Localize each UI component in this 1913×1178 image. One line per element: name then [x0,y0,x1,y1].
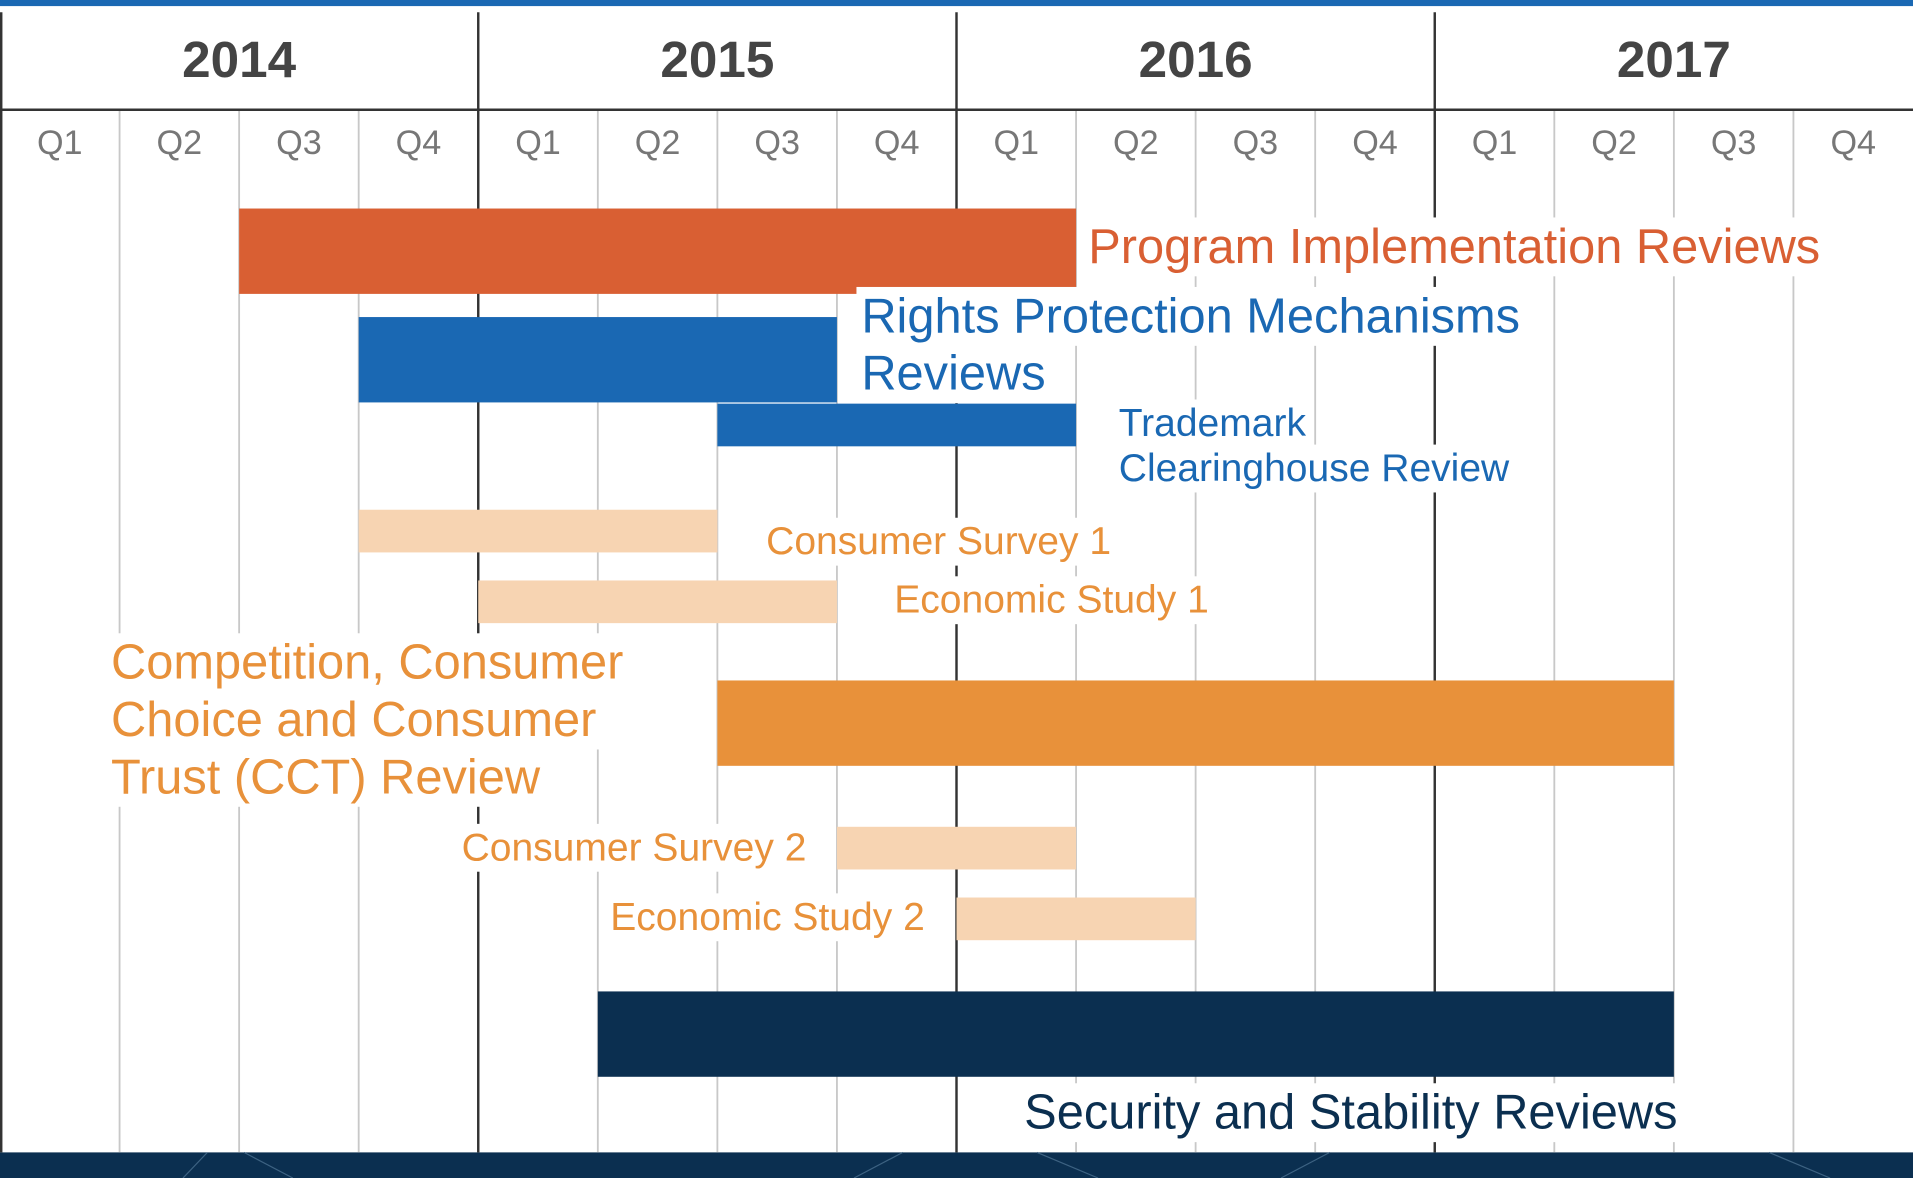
label-background [761,517,1116,566]
year-label: 2017 [1617,31,1731,88]
task-label: Clearinghouse Review [1119,447,1510,490]
quarter-label: Q1 [37,124,83,162]
label-background [1113,444,1515,493]
task-label: Trust (CCT) Review [111,750,541,804]
task-label: Consumer Survey 2 [462,826,807,869]
label-background [1083,217,1826,277]
bottom-band [0,1152,1913,1178]
task-label: Consumer Survey 1 [766,520,1111,563]
task-bar [717,403,1077,447]
label-background [106,633,629,693]
quarter-label: Q1 [515,124,561,162]
quarter-label: Q3 [276,124,322,162]
quarter-label: Q4 [396,124,442,162]
quarter-label: Q2 [157,124,203,162]
task-bar [597,991,1674,1077]
year-label: 2016 [1139,31,1253,88]
quarter-label: Q3 [1711,124,1757,162]
quarter-label: Q2 [1113,124,1159,162]
task-label: Economic Study 1 [894,579,1209,622]
quarter-label: Q4 [1830,124,1876,162]
task-bar [358,509,718,553]
task-bar [717,680,1674,766]
task-bar [478,580,837,624]
quarter-label: Q1 [1472,124,1518,162]
task-bar [358,317,837,403]
task-label: Choice and Consumer [111,693,596,747]
label-background [106,690,602,750]
task-label: Trademark [1119,402,1307,445]
task-label: Rights Protection Mechanisms [861,289,1520,343]
label-background [856,286,1525,346]
label-background [1113,399,1312,448]
quarter-label: Q1 [994,124,1040,162]
task-label: Security and Stability Reviews [1024,1086,1677,1140]
quarter-label: Q3 [754,124,800,162]
task-label: Competition, Consumer [111,636,623,690]
quarter-label: Q2 [1591,124,1637,162]
top-band [0,0,1913,7]
task-bar [239,208,1077,294]
label-background [456,823,812,872]
label-background [856,344,1051,404]
year-label: 2015 [660,31,774,88]
task-label: Program Implementation Reviews [1088,220,1820,274]
task-label: Economic Study 2 [610,896,925,939]
label-background [1019,1083,1683,1143]
label-background [106,747,546,807]
bottom-pattern [182,1151,1831,1178]
year-label: 2014 [182,31,296,88]
task-bar [956,897,1196,941]
label-background [889,576,1214,625]
task-label: Reviews [861,347,1045,401]
task-bar [836,826,1077,870]
quarter-label: Q3 [1233,124,1279,162]
quarter-label: Q4 [874,124,920,162]
quarter-label: Q2 [635,124,681,162]
quarter-label: Q4 [1352,124,1398,162]
label-background [605,893,930,942]
